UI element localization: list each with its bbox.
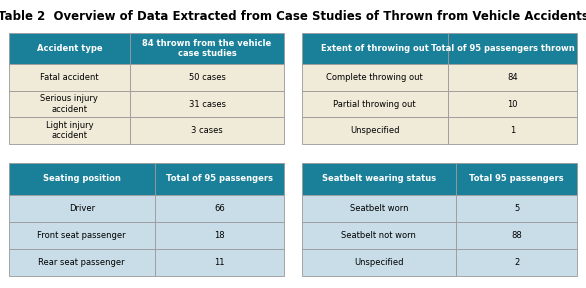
Bar — [456, 249, 577, 276]
Text: 18: 18 — [214, 231, 225, 240]
Bar — [130, 91, 284, 118]
Bar — [155, 195, 284, 222]
Text: Serious injury
accident: Serious injury accident — [40, 94, 98, 114]
Text: Complete throwing out: Complete throwing out — [326, 73, 423, 82]
Text: 2: 2 — [514, 258, 519, 267]
Bar — [9, 91, 130, 118]
Bar — [130, 118, 284, 144]
Text: Driver: Driver — [69, 204, 95, 213]
Bar — [456, 163, 577, 195]
Text: 84 thrown from the vehicle
case studies: 84 thrown from the vehicle case studies — [142, 39, 272, 58]
Text: Front seat passenger: Front seat passenger — [38, 231, 126, 240]
Text: Accident type: Accident type — [36, 44, 102, 53]
Bar — [9, 195, 155, 222]
Text: Partial throwing out: Partial throwing out — [333, 100, 416, 109]
Text: 66: 66 — [214, 204, 225, 213]
Bar — [9, 249, 155, 276]
Text: Seatbelt wearing status: Seatbelt wearing status — [322, 174, 436, 183]
Bar — [302, 249, 456, 276]
Bar — [302, 64, 448, 91]
Bar — [130, 33, 284, 64]
Text: 11: 11 — [214, 258, 225, 267]
Text: Total of 95 passengers: Total of 95 passengers — [166, 174, 273, 183]
Bar — [302, 163, 456, 195]
Bar — [9, 118, 130, 144]
Text: Seatbelt not worn: Seatbelt not worn — [342, 231, 416, 240]
Text: Seatbelt worn: Seatbelt worn — [350, 204, 408, 213]
Text: Total of 95 passengers thrown out: Total of 95 passengers thrown out — [431, 44, 586, 53]
Bar — [302, 222, 456, 249]
Text: 3 cases: 3 cases — [191, 126, 223, 135]
Bar — [456, 222, 577, 249]
Text: Table 2  Overview of Data Extracted from Case Studies of Thrown from Vehicle Acc: Table 2 Overview of Data Extracted from … — [0, 10, 586, 23]
Text: 50 cases: 50 cases — [189, 73, 226, 82]
Bar — [9, 222, 155, 249]
Text: 88: 88 — [511, 231, 522, 240]
Bar — [448, 91, 577, 118]
Text: 5: 5 — [514, 204, 519, 213]
Bar — [456, 195, 577, 222]
Text: 10: 10 — [507, 100, 518, 109]
Text: 1: 1 — [510, 126, 515, 135]
Text: Light injury
accident: Light injury accident — [46, 121, 93, 140]
Bar — [9, 163, 155, 195]
Bar — [448, 64, 577, 91]
Text: Unspecified: Unspecified — [350, 126, 400, 135]
Text: Fatal accident: Fatal accident — [40, 73, 98, 82]
Bar — [130, 64, 284, 91]
Text: Rear seat passenger: Rear seat passenger — [39, 258, 125, 267]
Bar — [9, 64, 130, 91]
Bar — [155, 222, 284, 249]
Bar — [302, 91, 448, 118]
Bar — [448, 33, 577, 64]
Bar — [302, 195, 456, 222]
Text: Unspecified: Unspecified — [354, 258, 404, 267]
Bar — [302, 33, 448, 64]
Bar — [302, 118, 448, 144]
Text: 31 cases: 31 cases — [189, 100, 226, 109]
Text: 84: 84 — [507, 73, 518, 82]
Bar — [155, 163, 284, 195]
Text: Extent of throwing out: Extent of throwing out — [321, 44, 429, 53]
Text: Seating position: Seating position — [43, 174, 121, 183]
Text: Total 95 passengers: Total 95 passengers — [469, 174, 564, 183]
Bar — [9, 33, 130, 64]
Bar — [155, 249, 284, 276]
Bar — [448, 118, 577, 144]
